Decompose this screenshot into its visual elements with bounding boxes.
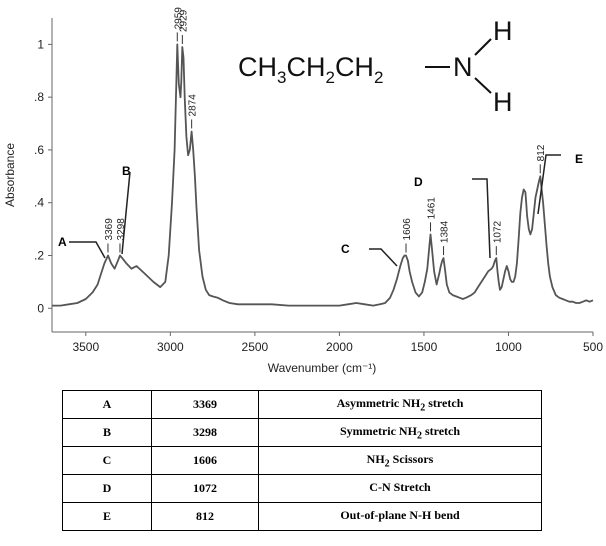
annotation-b-leader bbox=[121, 171, 131, 255]
table-row: B 3298 Symmetric NH2 stretch bbox=[62, 418, 542, 447]
hydrogen-atom-lower: H bbox=[493, 87, 513, 117]
x-ticks: 3500 3000 2500 2000 1500 1000 500 bbox=[72, 332, 603, 354]
cell-wavenumber: 1072 bbox=[151, 474, 259, 503]
x-tick-label: 1000 bbox=[495, 340, 522, 354]
annotation-a-leader bbox=[69, 241, 106, 259]
assignment-text: Out-of-plane N-H bend bbox=[340, 507, 460, 522]
annotation-letter-e: E bbox=[575, 152, 583, 166]
x-tick-label: 1500 bbox=[411, 340, 438, 354]
peak-label: 2959 bbox=[173, 7, 184, 30]
y-tick-label: .2 bbox=[34, 248, 44, 262]
annotation-a: A bbox=[58, 235, 106, 259]
n-h-bond-upper bbox=[474, 38, 492, 56]
x-tick-label: 3000 bbox=[157, 340, 184, 354]
ir-spectrum-chart: 3500 3000 2500 2000 1500 1000 500 0 .2 .4 .6 .8 1 W… bbox=[3, 7, 603, 375]
cell-letter: E bbox=[62, 502, 152, 531]
assignment-subscript: 2 bbox=[416, 430, 422, 442]
annotation-letter-c: C bbox=[341, 242, 350, 256]
spectrum-line bbox=[52, 43, 594, 307]
y-tick-label: .8 bbox=[34, 90, 44, 104]
cell-letter: B bbox=[62, 418, 152, 447]
cell-assignment: Out-of-plane N-H bend bbox=[258, 502, 542, 531]
assignment-text: Asymmetric NH bbox=[336, 395, 421, 410]
peak-label: 812 bbox=[536, 144, 547, 161]
cell-assignment: C-N Stretch bbox=[258, 474, 542, 503]
annotations: A B C D E bbox=[58, 152, 583, 267]
cell-letter: C bbox=[62, 446, 152, 475]
y-tick-label: .6 bbox=[34, 143, 44, 157]
annotation-e-leader bbox=[537, 154, 561, 215]
structure-chain: CH3CH2CH2 bbox=[238, 52, 383, 87]
peak-label: 3298 bbox=[116, 218, 127, 241]
peak-label: 1072 bbox=[492, 220, 503, 243]
x-tick-label: 500 bbox=[583, 340, 603, 354]
x-axis-label: Wavenumber (cm⁻¹) bbox=[268, 361, 377, 375]
nitrogen-atom: N bbox=[453, 52, 473, 82]
x-tick-label: 2000 bbox=[326, 340, 353, 354]
annotation-b: B bbox=[121, 164, 131, 255]
assignment-tail: Scissors bbox=[389, 451, 434, 466]
annotation-d-leader bbox=[472, 178, 491, 259]
y-ticks: 0 .2 .4 .6 .8 1 bbox=[34, 37, 52, 315]
cell-wavenumber: 812 bbox=[151, 502, 259, 531]
assignment-subscript: 2 bbox=[384, 458, 390, 470]
peak-label: 1461 bbox=[427, 197, 438, 220]
y-tick-label: 0 bbox=[37, 301, 44, 315]
peak-label: 1606 bbox=[402, 218, 413, 241]
table-row: A 3369 Asymmetric NH2 stretch bbox=[62, 390, 542, 419]
n-h-bond-lower bbox=[474, 77, 492, 94]
peak-assignment-table: A 3369 Asymmetric NH2 stretch B 3298 Symmetri… bbox=[62, 390, 542, 531]
cell-assignment: Asymmetric NH2 stretch bbox=[258, 390, 542, 419]
annotation-c-leader bbox=[369, 248, 398, 267]
peak-label: 1384 bbox=[440, 220, 451, 243]
annotation-d: D bbox=[414, 175, 491, 259]
cell-letter: A bbox=[62, 390, 152, 419]
propylamine-structure: CH3CH2CH2 N H H bbox=[238, 16, 513, 117]
assignment-tail: stretch bbox=[425, 395, 464, 410]
table-row: D 1072 C-N Stretch bbox=[62, 474, 542, 503]
cell-letter: D bbox=[62, 474, 152, 503]
annotation-e: E bbox=[537, 152, 583, 215]
assignment-text: Symmetric NH bbox=[339, 423, 417, 438]
peak-label: 2874 bbox=[188, 94, 199, 117]
table-row: E 812 Out-of-plane N-H bend bbox=[62, 502, 542, 531]
x-tick-label: 3500 bbox=[72, 340, 99, 354]
annotation-c: C bbox=[341, 242, 398, 267]
annotation-letter-b: B bbox=[122, 164, 131, 178]
y-tick-label: .4 bbox=[34, 196, 44, 210]
peak-label: 3369 bbox=[104, 218, 115, 241]
assignment-tail: stretch bbox=[421, 423, 461, 438]
cell-wavenumber: 3369 bbox=[151, 390, 259, 419]
x-tick-label: 2500 bbox=[242, 340, 269, 354]
table-body: A 3369 Asymmetric NH2 stretch B 3298 Symmetri… bbox=[62, 390, 542, 531]
cell-wavenumber: 1606 bbox=[151, 446, 259, 475]
y-axis-label: Absorbance bbox=[3, 143, 17, 207]
cell-assignment: Symmetric NH2 stretch bbox=[258, 418, 542, 447]
hydrogen-atom-upper: H bbox=[493, 16, 513, 46]
assignment-text: C-N Stretch bbox=[369, 479, 431, 494]
cell-wavenumber: 3298 bbox=[151, 418, 259, 447]
annotation-letter-a: A bbox=[58, 235, 67, 249]
table-row: C 1606 NH2 Scissors bbox=[62, 446, 542, 475]
assignment-text: NH bbox=[366, 451, 385, 466]
y-tick-label: 1 bbox=[37, 37, 44, 51]
axes: 3500 3000 2500 2000 1500 1000 500 0 .2 .4 .6 .8 1 W… bbox=[3, 18, 603, 375]
annotation-letter-d: D bbox=[414, 175, 423, 189]
assignment-subscript: 2 bbox=[420, 402, 426, 414]
peak-label: 2929 bbox=[178, 9, 189, 32]
cell-assignment: NH2 Scissors bbox=[258, 446, 542, 475]
